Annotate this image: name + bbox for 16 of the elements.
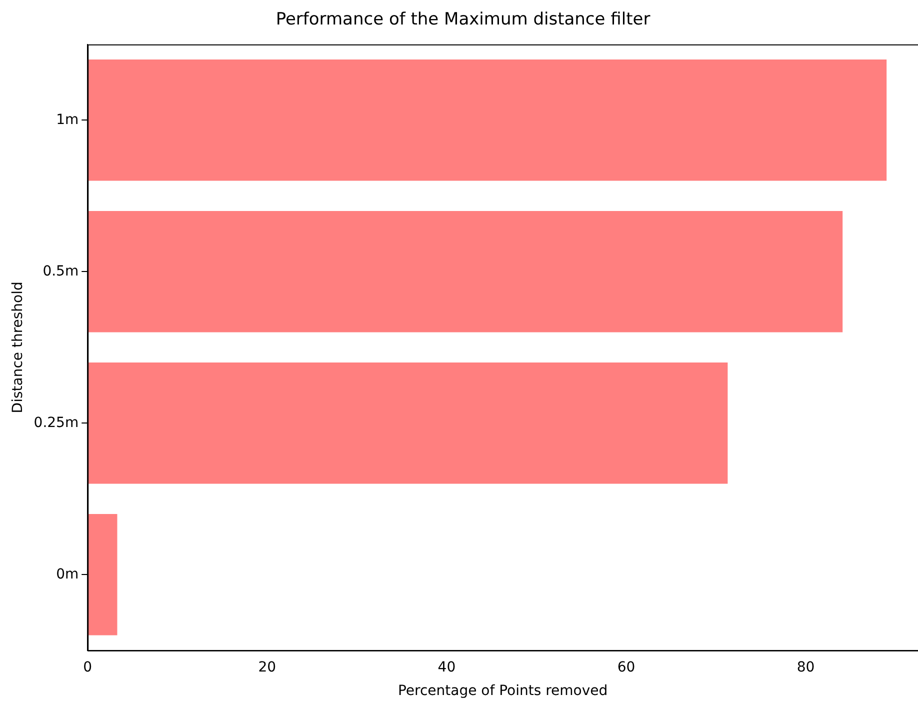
bar: [88, 362, 728, 484]
bar: [88, 514, 118, 636]
y-axis-title: Distance threshold: [10, 282, 26, 414]
chart-title: Performance of the Maximum distance filter: [276, 10, 650, 30]
x-tick-label: 40: [438, 659, 456, 676]
y-tick-label: 1m: [56, 112, 79, 128]
x-axis-title: Percentage of Points removed: [398, 683, 608, 700]
x-tick-label: 20: [258, 659, 276, 676]
y-tick-label: 0m: [56, 566, 79, 582]
bar: [88, 211, 843, 332]
y-tick-label: 0.25m: [34, 414, 79, 431]
bar: [88, 60, 887, 181]
x-tick-label: 0: [83, 659, 92, 676]
x-tick-label: 60: [617, 659, 636, 676]
y-tick-label: 0.5m: [42, 263, 79, 280]
x-tick-label: 80: [796, 659, 815, 676]
